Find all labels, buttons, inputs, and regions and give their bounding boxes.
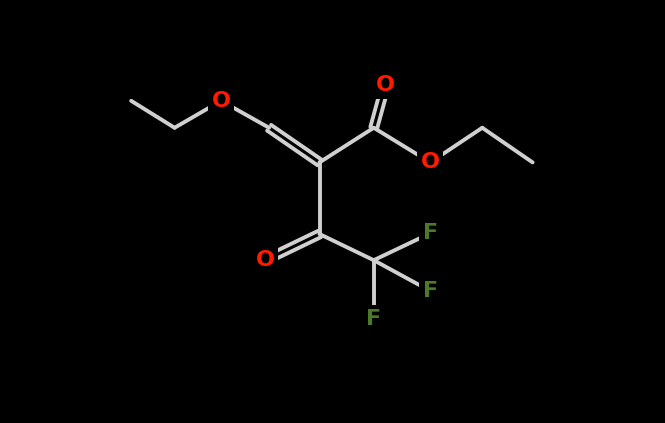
Text: O: O (421, 152, 440, 173)
Text: F: F (423, 223, 438, 243)
Text: O: O (376, 75, 395, 96)
Text: F: F (423, 281, 438, 301)
Text: O: O (211, 91, 231, 111)
Text: O: O (256, 250, 275, 270)
Text: F: F (366, 309, 381, 329)
